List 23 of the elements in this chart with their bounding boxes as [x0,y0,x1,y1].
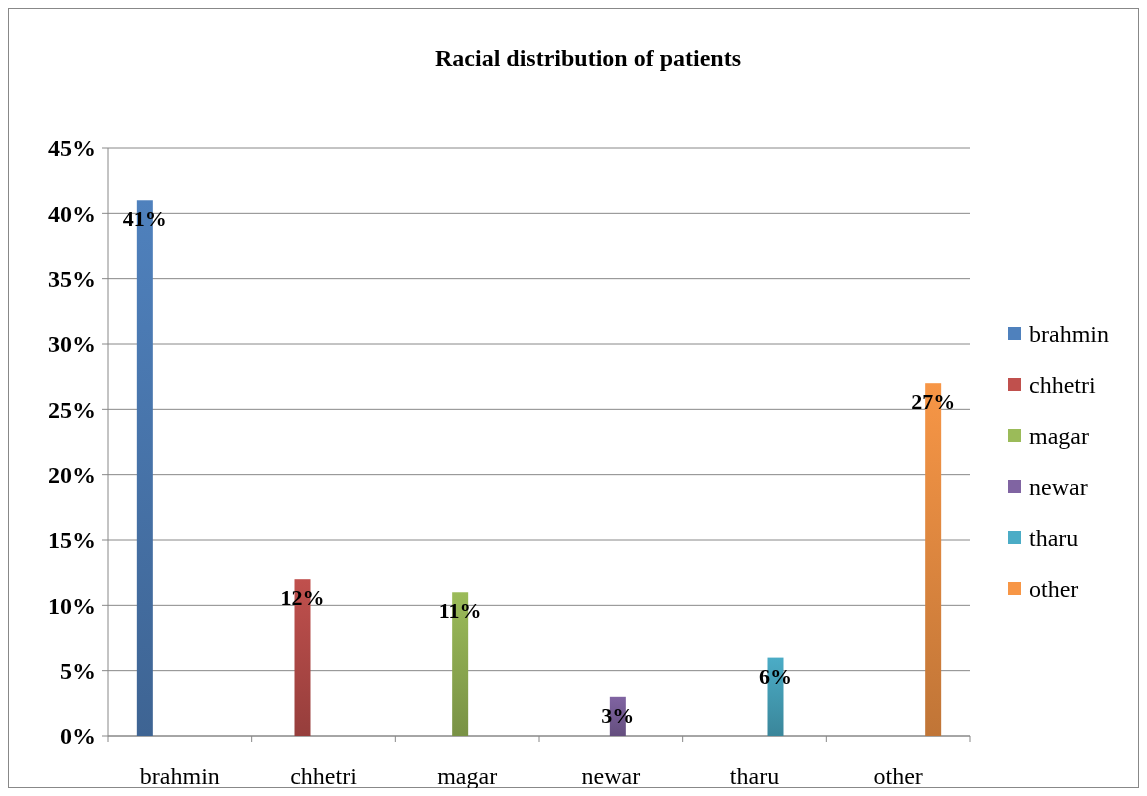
legend-label: tharu [1029,525,1079,552]
y-tick-label: 30% [48,331,96,358]
legend-label: chhetri [1029,372,1096,399]
y-tick-label: 25% [48,396,96,423]
legend-label: other [1029,576,1079,603]
y-tick-label: 45% [48,135,96,162]
x-tick-label: tharu [729,763,780,789]
legend-label: newar [1029,474,1088,501]
y-tick-label: 5% [60,658,96,685]
x-tick-label: newar [581,763,641,789]
y-tick-label: 10% [48,592,96,619]
y-tick-label: 20% [48,462,96,489]
y-tick-label: 0% [60,723,96,750]
x-tick-label: other [873,763,923,789]
x-tick-label: chhetri [290,763,358,789]
y-tick-label: 40% [48,200,96,227]
y-tick-label: 15% [48,527,96,554]
y-tick-label: 35% [48,266,96,293]
chart-title: Racial distribution of patients [434,45,742,71]
x-tick-label: brahmin [139,763,220,789]
legend-label: brahmin [1029,321,1109,348]
legend-label: magar [1029,423,1089,450]
data-label: 6% [759,663,792,689]
